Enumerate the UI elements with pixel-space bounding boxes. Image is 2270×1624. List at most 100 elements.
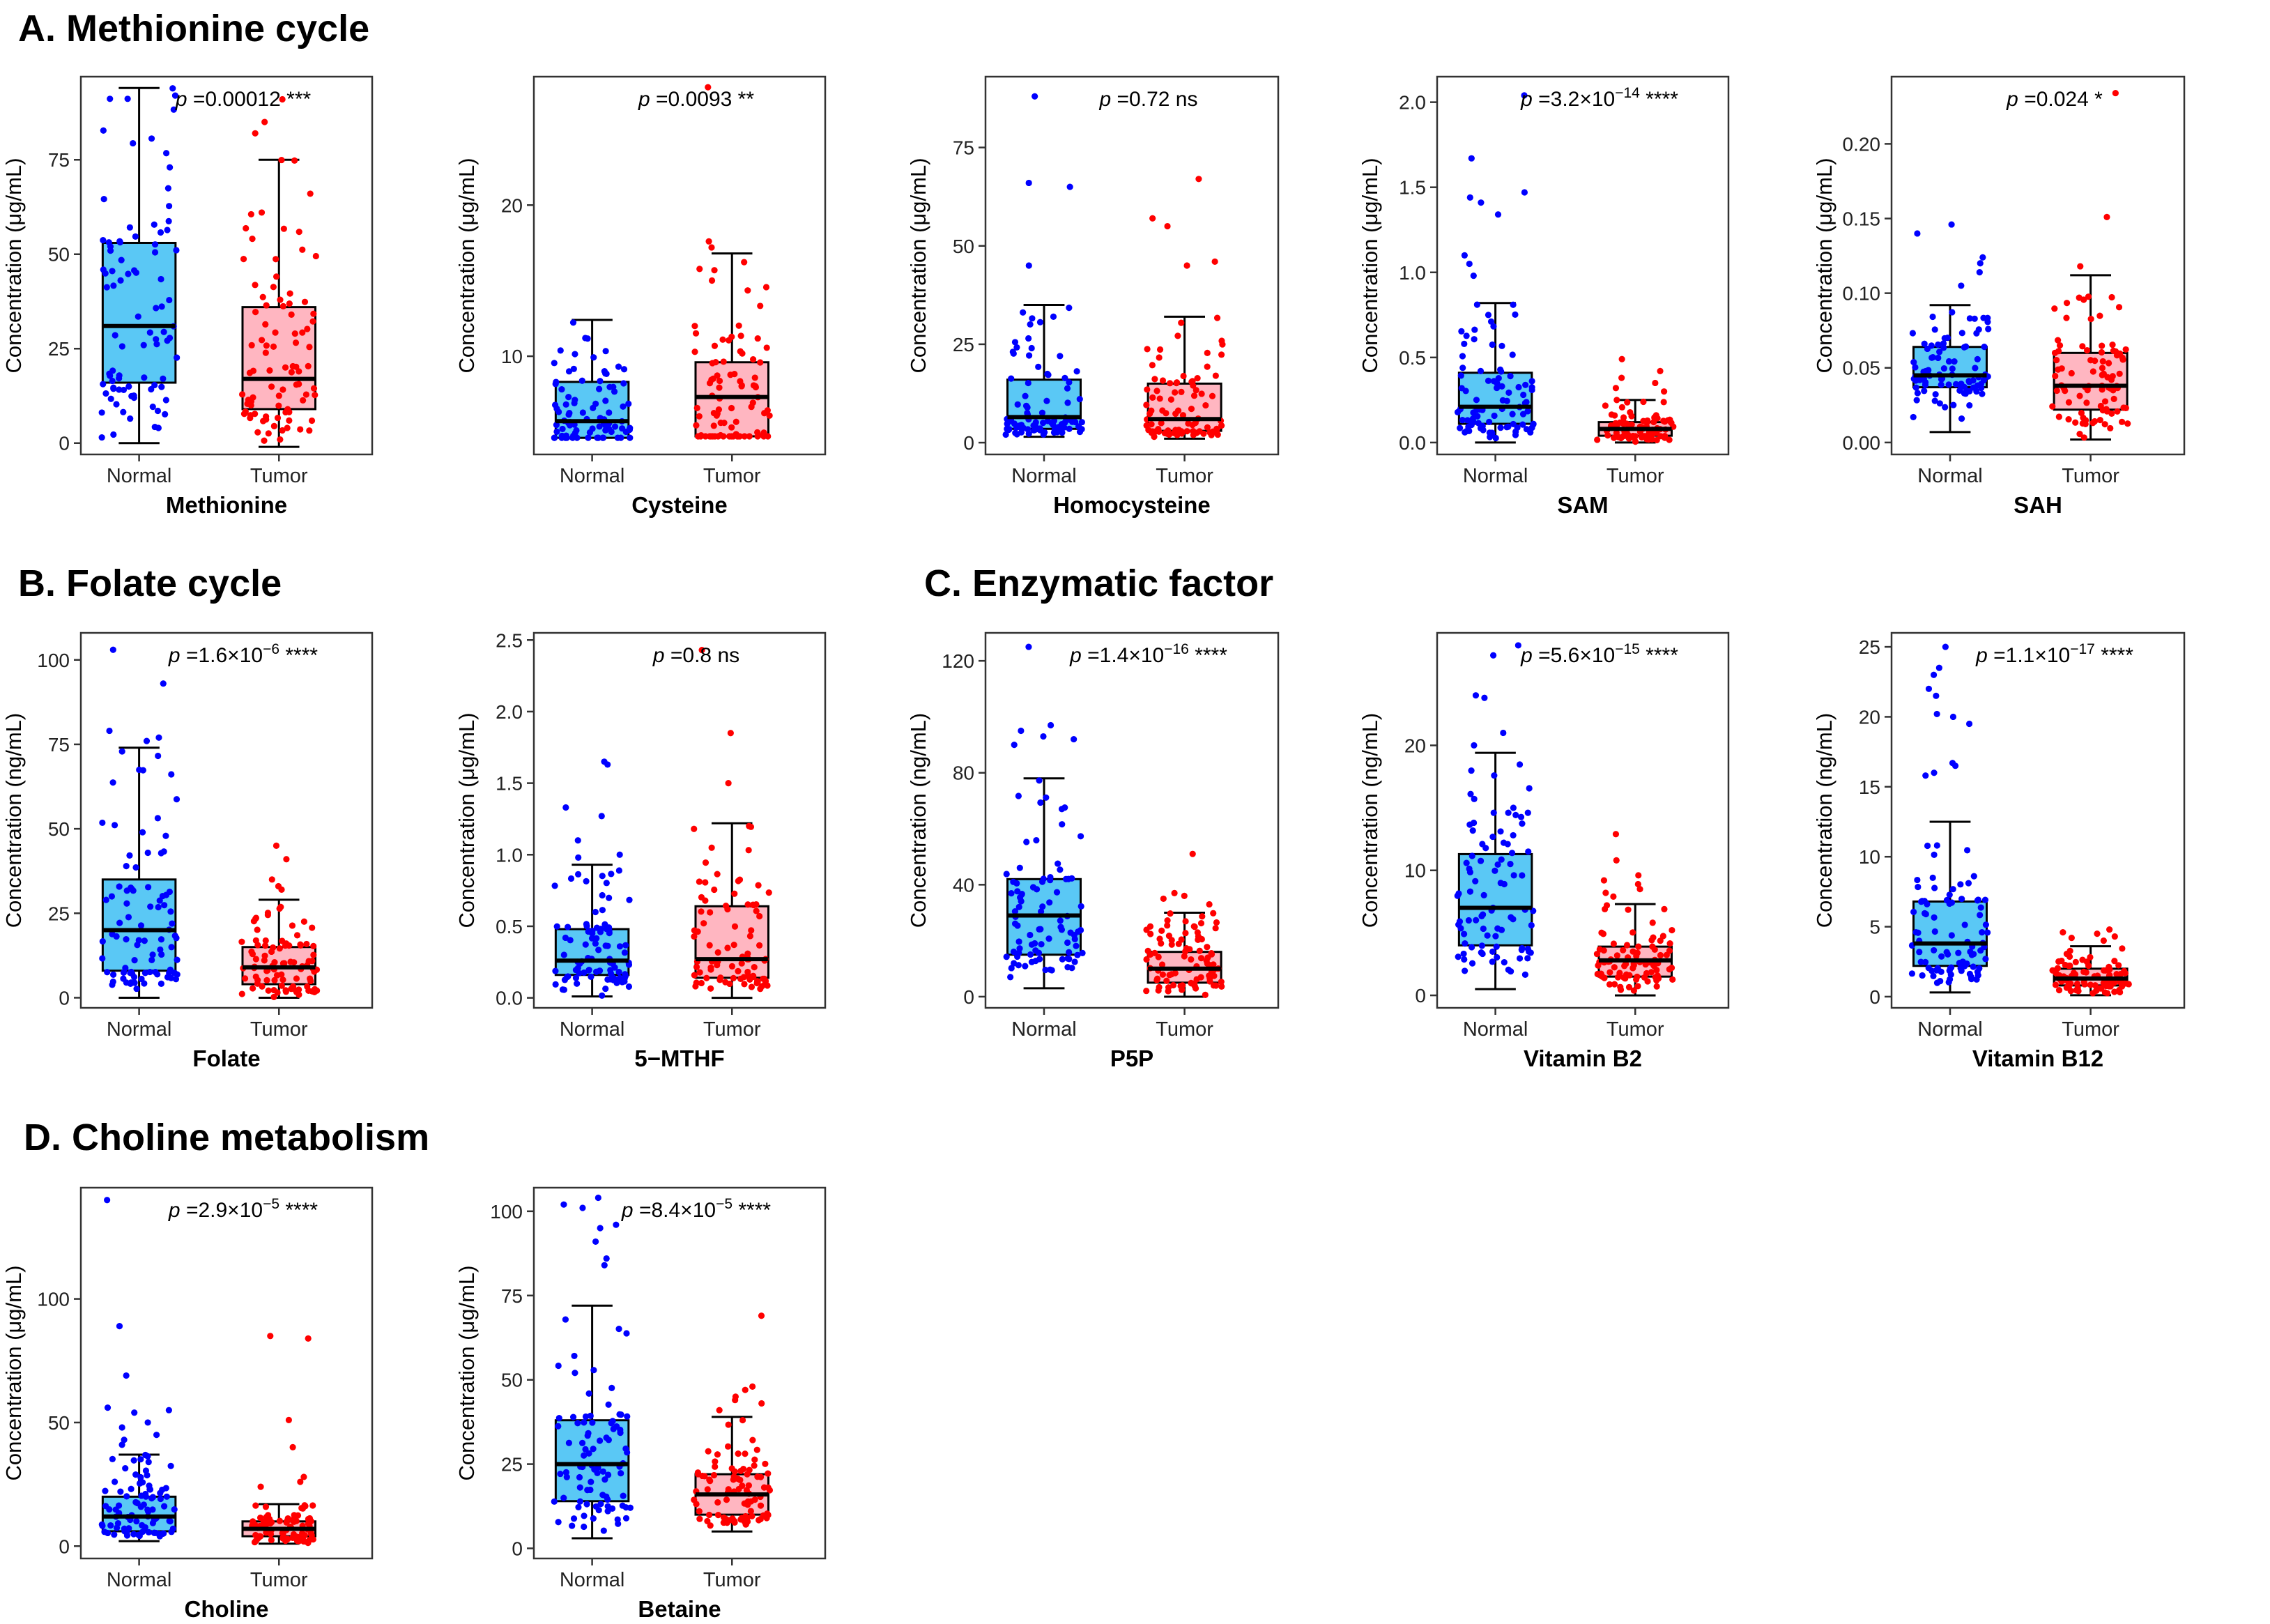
mthf-point-0: [565, 973, 572, 980]
folate-point-0: [132, 864, 139, 871]
homocysteine-point-0: [1032, 422, 1039, 429]
methionine-point-1: [247, 210, 254, 218]
choline-point-0: [167, 1462, 174, 1469]
homocysteine-point-1: [1183, 428, 1190, 435]
betaine-point-0: [581, 1419, 588, 1426]
mthf-point-0: [616, 974, 623, 981]
homocysteine-ytick-label: 75: [953, 137, 974, 159]
sam-point-0: [1459, 417, 1466, 424]
folate-ytick-label: 100: [37, 650, 70, 671]
b12-outlier-point-0: [1951, 763, 1959, 769]
sam-ytick-label: 1.5: [1399, 177, 1426, 199]
homocysteine-point-0: [1043, 397, 1050, 404]
sah-point-0: [1936, 400, 1943, 407]
homocysteine-point-1: [1158, 420, 1165, 427]
b12-point-0: [1968, 976, 1975, 983]
mthf-xtick-label-1: Tumor: [703, 1018, 761, 1041]
mthf-xtick-label-0: Normal: [560, 1018, 624, 1041]
sam-point-0: [1459, 353, 1466, 360]
section-title-b: B. Folate cycle: [18, 562, 282, 604]
methionine-point-1: [268, 383, 275, 390]
sam-point-1: [1620, 418, 1627, 425]
methionine-point-1: [286, 290, 293, 297]
b2-point-0: [1454, 892, 1461, 899]
homocysteine-point-1: [1179, 412, 1187, 419]
homocysteine-point-1: [1188, 378, 1195, 385]
b12-outlier-point-1: [2106, 926, 2113, 933]
methionine-point-1: [250, 394, 256, 401]
choline-point-0: [153, 1529, 160, 1537]
b2-point-1: [1601, 974, 1608, 981]
b12-point-1: [2111, 958, 2118, 965]
p5p-point-0: [1068, 875, 1075, 882]
cysteine-point-0: [627, 434, 634, 441]
mthf-point-0: [583, 878, 590, 884]
homocysteine-point-0: [1066, 305, 1073, 312]
p5p-point-0: [1035, 949, 1043, 956]
betaine-point-0: [615, 1520, 622, 1527]
b2-point-0: [1479, 950, 1486, 958]
mthf-point-0: [553, 923, 560, 930]
choline-outlier-point-1: [305, 1335, 312, 1342]
homocysteine-ytick-label: 0: [963, 432, 974, 454]
homocysteine-point-0: [1025, 335, 1032, 342]
p5p-point-0: [1015, 962, 1022, 969]
mthf-point-1: [703, 974, 710, 981]
betaine-point-0: [595, 1506, 602, 1514]
betaine-outlier-point-0: [579, 1204, 586, 1211]
cysteine-point-1: [741, 433, 748, 440]
mthf-point-0: [602, 942, 609, 949]
b12-point-0: [1943, 896, 1950, 904]
folate-outlier-point-0: [143, 737, 151, 744]
choline-point-1: [279, 1535, 286, 1542]
choline-point-0: [145, 1529, 153, 1535]
methionine-point-1: [248, 342, 255, 348]
p5p-point-0: [1028, 941, 1036, 948]
cysteine-point-1: [696, 413, 703, 420]
folate-ytick-label: 0: [59, 987, 70, 1009]
betaine-point-0: [555, 1362, 562, 1370]
sam-point-0: [1514, 424, 1521, 431]
choline-point-1: [291, 1512, 298, 1519]
methionine-point-1: [308, 417, 316, 424]
sah-point-0: [1978, 385, 1985, 392]
mthf-point-1: [730, 974, 737, 981]
betaine-point-0: [555, 1423, 562, 1430]
methionine-point-0: [174, 354, 181, 361]
p5p-point-0: [1039, 903, 1046, 910]
mthf-outlier-point-1: [727, 730, 734, 737]
choline-outlier-point-0: [118, 1424, 125, 1431]
methionine-point-0: [160, 328, 167, 335]
b2-point-0: [1478, 912, 1485, 919]
p5p-point-1: [1167, 910, 1174, 917]
b2-point-0: [1478, 942, 1485, 949]
mthf-point-0: [599, 992, 606, 999]
b12-point-0: [1974, 972, 1981, 979]
sah-point-1: [2110, 347, 2117, 354]
mthf-point-1: [717, 974, 724, 981]
homocysteine-point-1: [1212, 372, 1219, 379]
sah-point-1: [2109, 373, 2116, 380]
p5p-point-0: [1074, 951, 1081, 958]
b2-point-1: [1635, 943, 1642, 950]
sah-point-1: [2116, 370, 2123, 377]
p5p-point-0: [1038, 878, 1046, 885]
betaine-outlier-point-0: [603, 1255, 610, 1262]
b12-point-0: [1933, 842, 1940, 849]
betaine-point-0: [551, 1498, 558, 1505]
b2-outlier-point-1: [1613, 857, 1620, 864]
sam-point-0: [1471, 326, 1478, 333]
b12-point-1: [2087, 953, 2094, 960]
folate-point-0: [123, 900, 130, 907]
b2-point-0: [1465, 917, 1472, 924]
folate-outlier-point-1: [278, 886, 285, 893]
folate-point-1: [300, 918, 307, 925]
betaine-ytick-label: 75: [501, 1285, 523, 1307]
choline-outlier-point-0: [121, 1437, 128, 1443]
homocysteine-point-0: [1022, 392, 1029, 399]
betaine-ytick-label: 25: [501, 1454, 523, 1476]
folate-point-0: [162, 832, 169, 839]
choline-outlier-point-0: [118, 1441, 125, 1448]
choline-point-1: [279, 1529, 286, 1537]
cysteine-point-1: [736, 433, 743, 440]
